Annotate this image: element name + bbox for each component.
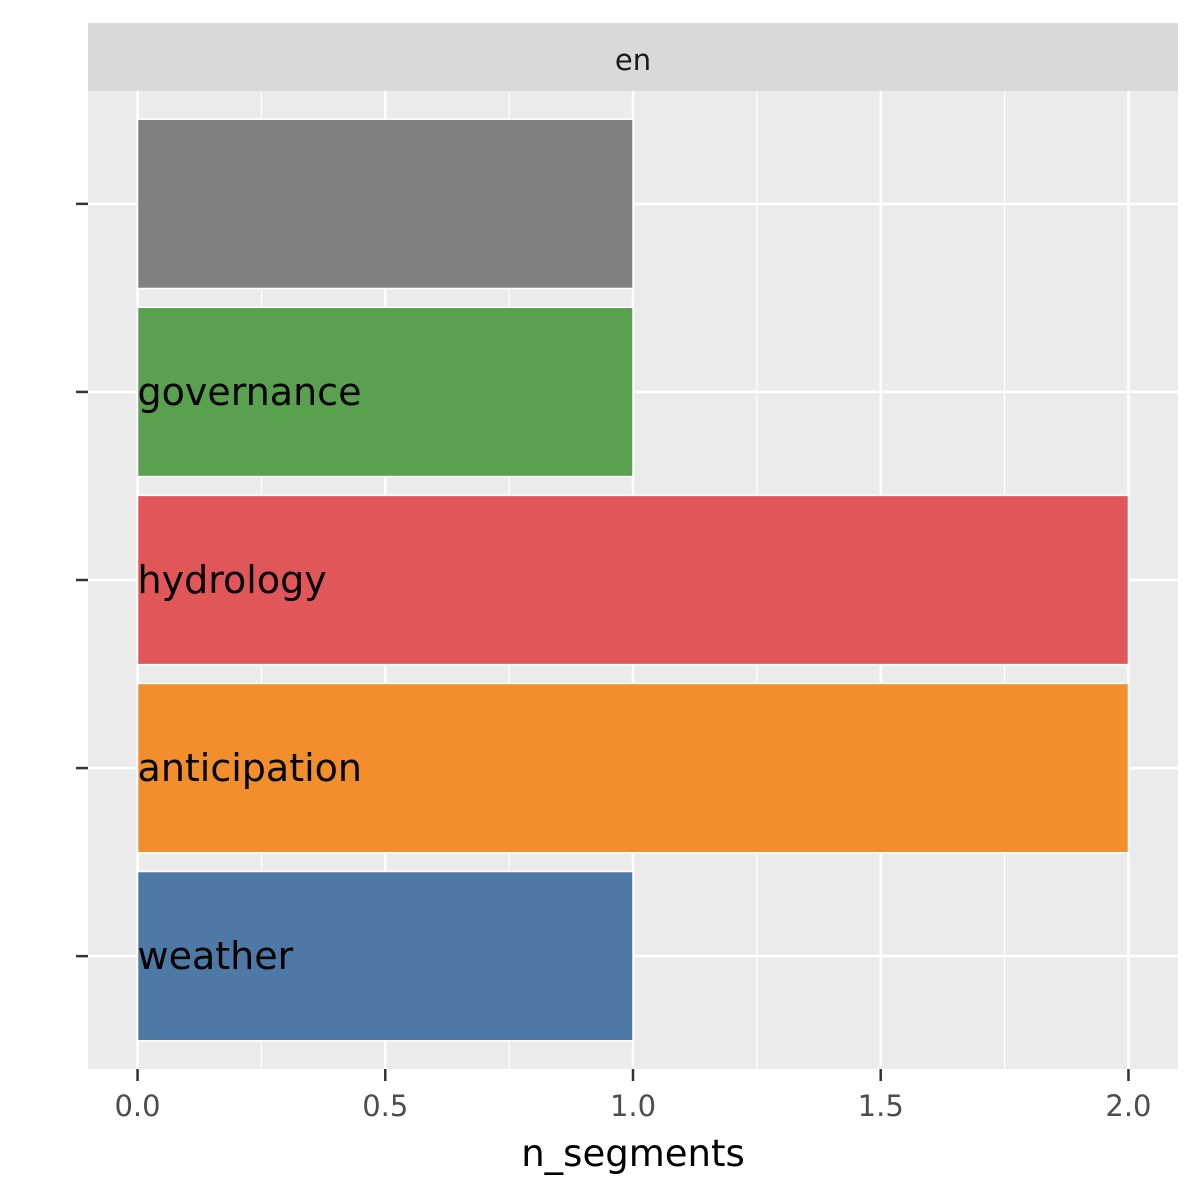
bar: [136, 682, 1130, 854]
bar-label: weather: [138, 934, 294, 978]
bar: [136, 870, 634, 1042]
bar: [136, 118, 634, 290]
bar-label: governance: [138, 370, 362, 414]
bar: [136, 494, 1130, 666]
bar-label: anticipation: [138, 746, 362, 790]
bar-label: hydrology: [138, 558, 327, 602]
facet-strip-label: en: [615, 43, 651, 77]
x-tick-label: 1.0: [610, 1089, 656, 1123]
x-tick-label: 1.5: [858, 1089, 904, 1123]
x-tick-label: 0.0: [114, 1089, 160, 1123]
bar-labels: governance hydrology anticipation weather: [138, 370, 362, 978]
strip-background: [88, 23, 1178, 91]
x-tick-label: 2.0: [1105, 1089, 1151, 1123]
x-axis-title: n_segments: [521, 1132, 745, 1175]
x-tick-label: 0.5: [362, 1089, 408, 1123]
bar: [136, 306, 634, 478]
y-axis-ticks: [76, 202, 88, 958]
x-axis-ticks: 0.0 0.5 1.0 1.5 2.0: [114, 1069, 1152, 1123]
bars: [136, 118, 1130, 1042]
